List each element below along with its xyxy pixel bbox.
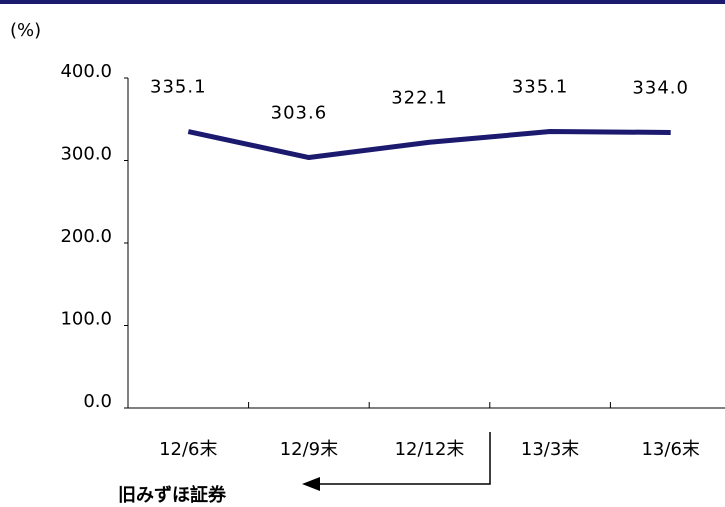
x-tick-label: 13/6末	[641, 439, 699, 460]
y-tick-label: 300.0	[60, 144, 112, 165]
arrow-line	[318, 432, 491, 485]
x-tick-label: 12/9末	[280, 439, 338, 460]
unit-label: (%)	[10, 20, 41, 41]
x-tick-label: 12/12末	[395, 439, 465, 460]
bracket-arrow	[302, 432, 491, 491]
data-label: 334.0	[632, 77, 689, 98]
y-tick-label: 0.0	[83, 391, 112, 412]
top-bar	[0, 0, 725, 4]
data-label: 322.1	[391, 87, 448, 108]
data-label: 303.6	[271, 103, 328, 124]
data-label: 335.1	[512, 77, 569, 98]
data-label: 335.1	[150, 77, 207, 98]
y-tick-label: 400.0	[60, 61, 112, 82]
x-tick-label: 12/6末	[159, 439, 217, 460]
x-tick-label: 13/3末	[521, 439, 579, 460]
y-tick-label: 200.0	[60, 226, 112, 247]
annotation: 旧みずほ証券	[118, 484, 227, 506]
arrow-head	[302, 477, 320, 491]
y-tick-label: 100.0	[60, 309, 112, 330]
line	[187, 129, 671, 161]
